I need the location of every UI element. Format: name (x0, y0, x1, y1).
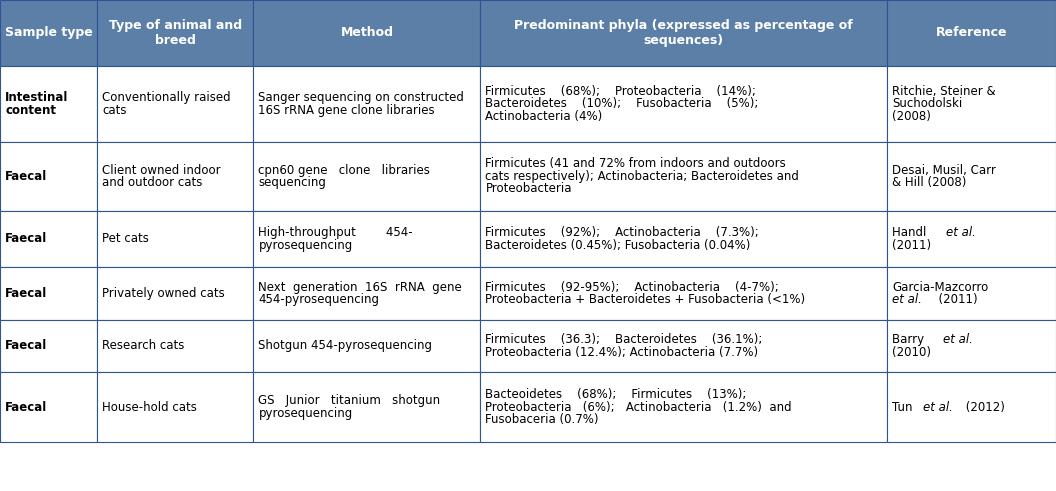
Text: (2012): (2012) (962, 401, 1004, 413)
Text: Proteobacteria (12.4%); Actinobacteria (7.7%): Proteobacteria (12.4%); Actinobacteria (… (486, 346, 758, 358)
Text: Predominant phyla (expressed as percentage of
sequences): Predominant phyla (expressed as percenta… (514, 19, 853, 47)
Bar (480, 320, 887, 372)
Bar (253, 66, 480, 142)
Bar (97, 66, 253, 142)
Bar (97, 142, 253, 211)
Text: sequencing: sequencing (259, 176, 326, 189)
Text: Bacteroidetes    (10%);    Fusobacteria    (5%);: Bacteroidetes (10%); Fusobacteria (5%); (486, 97, 759, 110)
Text: pyrosequencing: pyrosequencing (259, 407, 353, 420)
Text: Proteobacteria: Proteobacteria (486, 182, 572, 195)
Bar (887, 66, 1056, 142)
Text: Faecal: Faecal (5, 401, 48, 413)
Text: Actinobacteria (4%): Actinobacteria (4%) (486, 109, 603, 123)
Text: Conventionally raised: Conventionally raised (102, 91, 231, 104)
Bar (480, 267, 887, 320)
Text: Firmicutes    (92-95%);    Actinobacteria    (4-7%);: Firmicutes (92-95%); Actinobacteria (4-7… (486, 281, 779, 294)
Text: Firmicutes    (92%);    Actinobacteria    (7.3%);: Firmicutes (92%); Actinobacteria (7.3%); (486, 226, 759, 239)
Text: Ritchie, Steiner &: Ritchie, Steiner & (892, 85, 996, 98)
Bar (253, 267, 480, 320)
Bar (253, 142, 480, 211)
Text: Research cats: Research cats (102, 339, 185, 353)
Text: Garcia-Mazcorro: Garcia-Mazcorro (892, 281, 988, 294)
Text: (2011): (2011) (892, 239, 931, 251)
Bar (97, 267, 253, 320)
Bar (0, 320, 97, 372)
Text: et al.: et al. (943, 333, 973, 346)
Text: & Hill (2008): & Hill (2008) (892, 176, 966, 189)
Text: Client owned indoor: Client owned indoor (102, 164, 221, 177)
Text: (2010): (2010) (892, 346, 931, 358)
Text: 16S rRNA gene clone libraries: 16S rRNA gene clone libraries (259, 104, 435, 116)
Text: Privately owned cats: Privately owned cats (102, 287, 225, 300)
Text: Desai, Musil, Carr: Desai, Musil, Carr (892, 164, 996, 177)
Text: et al.: et al. (946, 226, 976, 239)
Text: Handl: Handl (892, 226, 934, 239)
Text: cats: cats (102, 104, 127, 116)
Text: Faecal: Faecal (5, 339, 48, 353)
Text: et al.: et al. (923, 401, 954, 413)
Text: (2011): (2011) (930, 293, 977, 306)
Text: Barry: Barry (892, 333, 931, 346)
Text: Firmicutes    (68%);    Proteobacteria    (14%);: Firmicutes (68%); Proteobacteria (14%); (486, 85, 756, 98)
Text: Bacteroidetes (0.45%); Fusobacteria (0.04%): Bacteroidetes (0.45%); Fusobacteria (0.0… (486, 239, 751, 251)
Bar (887, 142, 1056, 211)
Bar (97, 372, 253, 442)
Bar (97, 211, 253, 267)
Text: Suchodolski: Suchodolski (892, 97, 962, 110)
Text: Shotgun 454-pyrosequencing: Shotgun 454-pyrosequencing (259, 339, 433, 353)
Bar (887, 267, 1056, 320)
Bar (97, 320, 253, 372)
Bar (0, 66, 97, 142)
Text: Reference: Reference (936, 27, 1007, 39)
Bar (0, 372, 97, 442)
Text: Method: Method (340, 27, 394, 39)
Bar (0, 211, 97, 267)
Text: content: content (5, 104, 56, 116)
Text: Firmicutes    (36.3);    Bacteroidetes    (36.1%);: Firmicutes (36.3); Bacteroidetes (36.1%)… (486, 333, 762, 346)
Text: Faecal: Faecal (5, 170, 48, 183)
Text: Bacteoidetes    (68%);    Firmicutes    (13%);: Bacteoidetes (68%); Firmicutes (13%); (486, 388, 747, 401)
Text: Pet cats: Pet cats (102, 232, 149, 246)
Bar (480, 0, 887, 66)
Bar (97, 0, 253, 66)
Text: Proteobacteria   (6%);   Actinobacteria   (1.2%)  and: Proteobacteria (6%); Actinobacteria (1.2… (486, 401, 792, 413)
Bar (253, 211, 480, 267)
Bar (253, 0, 480, 66)
Text: Sanger sequencing on constructed: Sanger sequencing on constructed (259, 91, 465, 104)
Bar (480, 142, 887, 211)
Text: Firmicutes (41 and 72% from indoors and outdoors: Firmicutes (41 and 72% from indoors and … (486, 158, 787, 170)
Bar (887, 320, 1056, 372)
Text: Type of animal and
breed: Type of animal and breed (109, 19, 242, 47)
Text: cats respectively); Actinobacteria; Bacteroidetes and: cats respectively); Actinobacteria; Bact… (486, 170, 799, 183)
Text: Faecal: Faecal (5, 287, 48, 300)
Text: 454-pyrosequencing: 454-pyrosequencing (259, 293, 379, 306)
Bar (480, 66, 887, 142)
Bar (887, 0, 1056, 66)
Text: Faecal: Faecal (5, 232, 48, 246)
Text: Proteobacteria + Bacteroidetes + Fusobacteria (<1%): Proteobacteria + Bacteroidetes + Fusobac… (486, 293, 806, 306)
Bar (0, 142, 97, 211)
Bar (253, 372, 480, 442)
Text: GS   Junior   titanium   shotgun: GS Junior titanium shotgun (259, 394, 440, 408)
Text: House-hold cats: House-hold cats (102, 401, 197, 413)
Text: pyrosequencing: pyrosequencing (259, 239, 353, 251)
Text: et al.: et al. (892, 293, 922, 306)
Text: (2008): (2008) (892, 109, 931, 123)
Bar (253, 320, 480, 372)
Bar (0, 267, 97, 320)
Bar (480, 211, 887, 267)
Text: Next  generation  16S  rRNA  gene: Next generation 16S rRNA gene (259, 281, 463, 294)
Text: Sample type: Sample type (4, 27, 93, 39)
Text: Intestinal: Intestinal (5, 91, 69, 104)
Text: and outdoor cats: and outdoor cats (102, 176, 203, 189)
Text: cpn60 gene   clone   libraries: cpn60 gene clone libraries (259, 164, 430, 177)
Text: Fusobaceria (0.7%): Fusobaceria (0.7%) (486, 413, 599, 426)
Bar (887, 372, 1056, 442)
Bar (0, 0, 97, 66)
Bar (480, 372, 887, 442)
Bar (887, 211, 1056, 267)
Text: High-throughput        454-: High-throughput 454- (259, 226, 413, 239)
Text: Tun: Tun (892, 401, 917, 413)
